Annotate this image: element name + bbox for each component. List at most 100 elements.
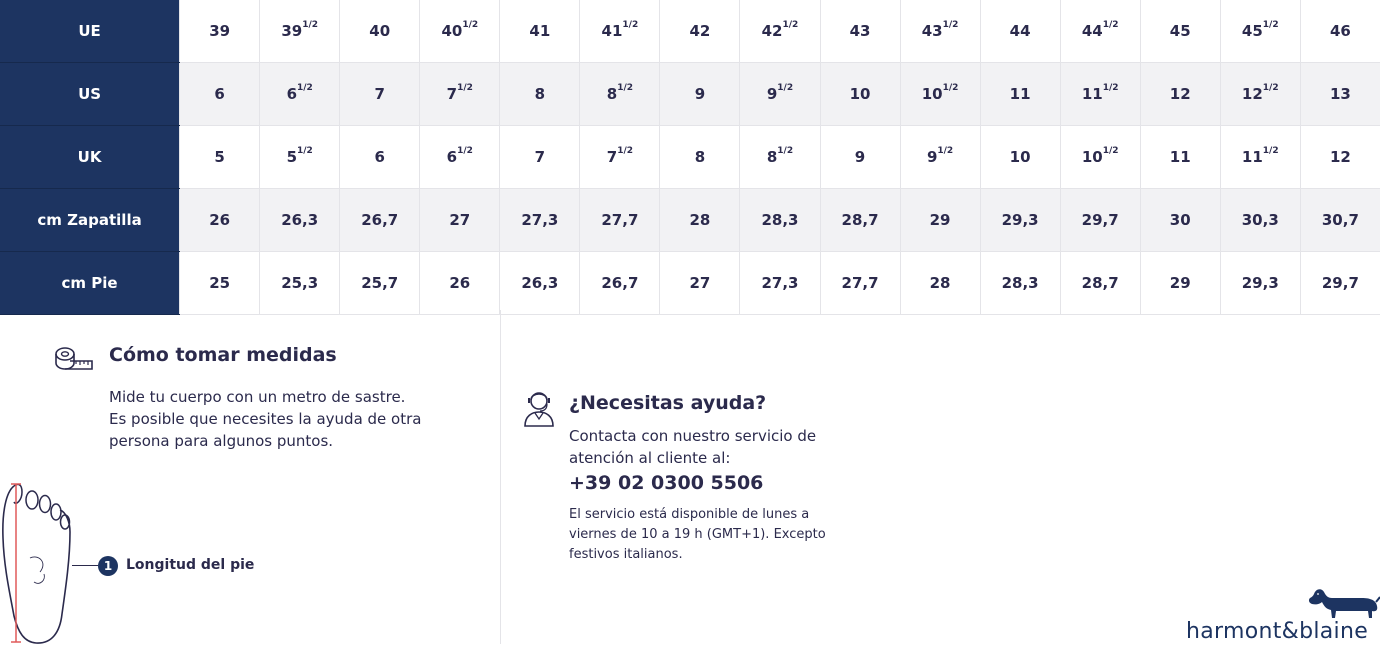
size-value: 30 xyxy=(1169,211,1191,229)
size-value: 27,3 xyxy=(761,274,799,292)
size-value: 12 xyxy=(1241,85,1263,103)
size-cell: 11 xyxy=(1139,125,1221,189)
size-row: UK 5 51/2 6 61/2 7 71/2 8 81/2 9 91/2 10 101/2 11 111/… xyxy=(0,125,1380,189)
size-fraction: 1/2 xyxy=(937,146,954,156)
size-cell: 26,3 xyxy=(499,251,580,315)
size-value: 29,3 xyxy=(1001,211,1039,229)
size-fraction: 1/2 xyxy=(617,146,633,156)
size-cell: 91/2 xyxy=(739,62,820,126)
size-fraction: 1/2 xyxy=(1102,20,1119,30)
size-fraction: 1/2 xyxy=(777,146,794,156)
size-cell: 81/2 xyxy=(579,62,660,126)
size-row-label: cm Pie xyxy=(0,251,180,315)
size-row: cm Zapatilla 26 26,3 26,7 27 27,3 27,7 28 28,3 28… xyxy=(0,188,1380,252)
size-cell: 27 xyxy=(419,188,500,252)
size-value: 45 xyxy=(1169,22,1191,40)
help-contact-line: atención al cliente al: xyxy=(569,449,731,467)
size-cell: 27 xyxy=(659,251,740,315)
size-cell: 91/2 xyxy=(899,125,981,189)
size-value: 6 xyxy=(214,85,225,103)
size-fraction: 1/2 xyxy=(942,20,959,30)
size-value: 12 xyxy=(1329,148,1351,166)
size-cell: 27,7 xyxy=(579,188,660,252)
size-cell: 391/2 xyxy=(259,0,340,63)
size-value: 26,3 xyxy=(281,211,319,229)
size-value: 29 xyxy=(929,211,951,229)
size-cell: 40 xyxy=(339,0,420,63)
size-cell: 101/2 xyxy=(899,62,981,126)
size-value: 6 xyxy=(286,85,297,103)
size-fraction: 1/2 xyxy=(622,20,639,30)
size-value: 26 xyxy=(209,211,231,229)
size-cell: 121/2 xyxy=(1219,62,1301,126)
size-value: 5 xyxy=(286,148,297,166)
size-conversion-table: UE 39 391/2 40 401/2 41 411/2 42 421/2 43 431/2 44 4… xyxy=(0,0,1380,315)
size-value: 27 xyxy=(449,211,471,229)
size-value: 6 xyxy=(374,148,385,166)
size-cell: 45 xyxy=(1139,0,1221,63)
size-fraction: 1/2 xyxy=(617,83,633,93)
size-cell: 30,3 xyxy=(1219,188,1301,252)
size-value: 9 xyxy=(926,148,938,166)
size-cell: 451/2 xyxy=(1219,0,1301,63)
size-row: UE 39 391/2 40 401/2 41 411/2 42 421/2 43 431/2 44 4… xyxy=(0,0,1380,63)
size-cell: 27,3 xyxy=(739,251,820,315)
size-value: 25,3 xyxy=(281,274,319,292)
size-fraction: 1/2 xyxy=(1262,146,1279,156)
size-value: 43 xyxy=(849,22,871,40)
measure-title: Cómo tomar medidas xyxy=(109,344,337,366)
size-fraction: 1/2 xyxy=(302,20,319,30)
size-value: 8 xyxy=(534,85,546,103)
size-value: 25,7 xyxy=(361,274,399,292)
size-value: 29 xyxy=(1169,274,1191,292)
foot-outline-icon xyxy=(0,482,76,648)
measure-section: Cómo tomar medidas Mide tu cuerpo con un… xyxy=(0,310,500,644)
size-table-body: UE 39 391/2 40 401/2 41 411/2 42 421/2 43 431/2 44 4… xyxy=(0,0,1380,315)
size-cell: 25,3 xyxy=(259,251,340,315)
size-cell: 46 xyxy=(1299,0,1380,63)
size-value: 42 xyxy=(689,22,711,40)
size-cell: 25 xyxy=(179,251,260,315)
step-number-badge: 1 xyxy=(98,556,118,576)
size-cell: 28,7 xyxy=(1059,251,1141,315)
size-fraction: 1/2 xyxy=(782,20,799,30)
size-cell: 9 xyxy=(819,125,901,189)
help-hours-line: festivos italianos. xyxy=(569,547,683,562)
size-cell: 421/2 xyxy=(739,0,820,63)
size-row-label: UE xyxy=(0,0,180,63)
size-cell: 7 xyxy=(339,62,420,126)
size-value: 28 xyxy=(929,274,951,292)
size-fraction: 1/2 xyxy=(297,83,313,93)
size-value: 7 xyxy=(606,148,618,166)
size-cell: 6 xyxy=(339,125,420,189)
help-phone-number[interactable]: +39 02 0300 5506 xyxy=(569,472,764,494)
size-cell: 28,7 xyxy=(819,188,901,252)
size-value: 11 xyxy=(1081,85,1103,103)
size-value: 26,3 xyxy=(521,274,559,292)
size-value: 10 xyxy=(921,85,943,103)
size-fraction: 1/2 xyxy=(1102,146,1119,156)
size-value: 29,3 xyxy=(1241,274,1279,292)
size-cell: 29 xyxy=(1139,251,1221,315)
dachshund-logo-icon xyxy=(1306,586,1380,624)
size-cell: 13 xyxy=(1299,62,1380,126)
size-row: US 6 61/2 7 71/2 8 81/2 9 91/2 10 101/2 11 111/2 12 12… xyxy=(0,62,1380,126)
size-cell: 28 xyxy=(659,188,740,252)
size-cell: 9 xyxy=(659,62,740,126)
size-value: 40 xyxy=(369,22,391,40)
size-cell: 61/2 xyxy=(419,125,500,189)
brand-logo[interactable]: harmont&blaine xyxy=(1186,586,1380,644)
measure-description-line: Es posible que necesites la ayuda de otr… xyxy=(109,410,422,428)
size-fraction: 1/2 xyxy=(1102,83,1119,93)
size-cell: 51/2 xyxy=(259,125,340,189)
size-cell: 28,3 xyxy=(739,188,820,252)
size-cell: 30 xyxy=(1139,188,1221,252)
size-cell: 29,7 xyxy=(1299,251,1380,315)
size-value: 11 xyxy=(1241,148,1263,166)
size-value: 27,3 xyxy=(521,211,559,229)
size-value: 9 xyxy=(694,85,706,103)
size-cell: 28 xyxy=(899,251,981,315)
size-cell: 111/2 xyxy=(1219,125,1301,189)
size-fraction: 1/2 xyxy=(457,146,473,156)
size-value: 28 xyxy=(689,211,711,229)
